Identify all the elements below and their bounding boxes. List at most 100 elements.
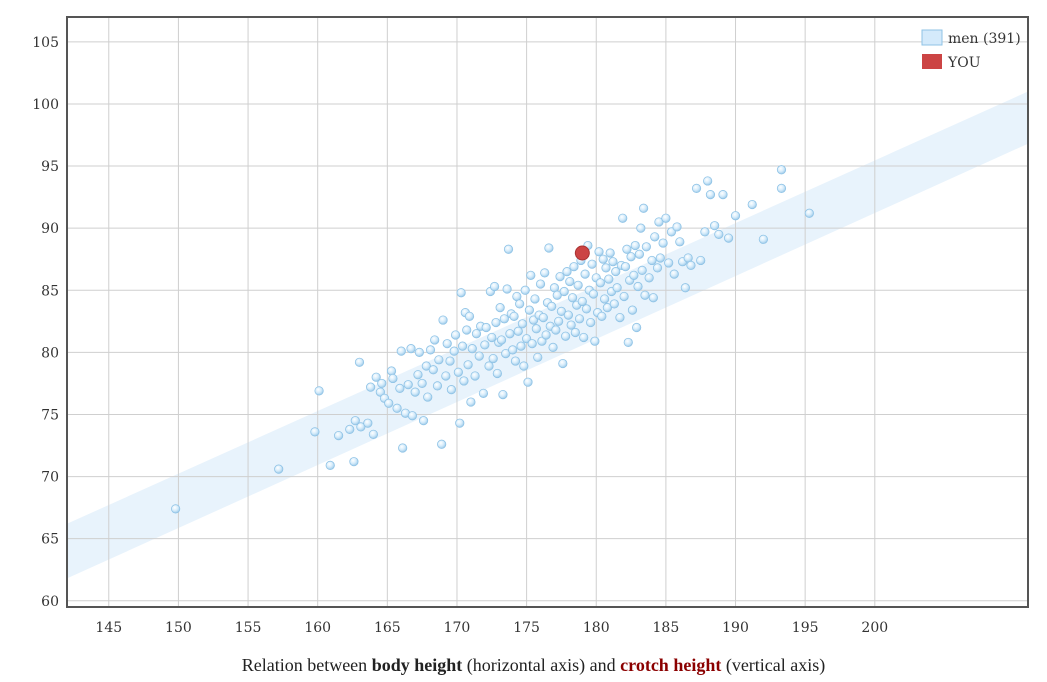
men-data-point	[474, 351, 484, 361]
men-data-point	[554, 316, 564, 326]
men-data-point	[388, 373, 398, 384]
men-data-point	[595, 278, 606, 288]
you-data-point	[574, 245, 590, 261]
men-data-point	[354, 357, 365, 367]
men-data-point	[449, 346, 459, 356]
men-data-point	[594, 247, 604, 257]
y-tick-label: 65	[41, 532, 59, 548]
men-data-point	[418, 416, 429, 426]
men-data-point	[513, 326, 523, 336]
men-data-point	[446, 385, 456, 395]
men-data-point	[487, 332, 497, 343]
men-data-point	[425, 345, 436, 355]
men-data-point	[686, 260, 696, 271]
men-data-point	[349, 457, 359, 467]
men-data-point	[555, 271, 565, 282]
men-data-point	[417, 378, 427, 389]
men-data-point	[586, 317, 596, 328]
men-data-point	[489, 281, 500, 292]
men-data-point	[480, 340, 490, 350]
men-data-point	[804, 208, 814, 218]
men-data-point	[414, 347, 424, 357]
x-tick-label: 145	[95, 620, 122, 636]
men-data-point	[428, 365, 438, 375]
men-data-point	[567, 293, 578, 303]
men-data-point	[619, 291, 629, 302]
men-data-point	[171, 504, 181, 514]
data-points	[171, 165, 814, 514]
men-data-point	[345, 424, 355, 434]
men-data-point	[587, 259, 597, 269]
men-data-point	[470, 371, 480, 381]
caption-part2: (horizontal axis) and	[462, 655, 621, 675]
men-data-point	[661, 213, 671, 223]
men-data-point	[471, 329, 482, 339]
caption-bold-body-height: body height	[371, 655, 463, 675]
men-data-point	[574, 314, 585, 324]
men-data-point	[463, 360, 473, 370]
y-tick-label: 80	[41, 345, 59, 361]
men-data-point	[274, 464, 284, 474]
men-data-point	[680, 283, 690, 293]
men-data-point	[556, 306, 567, 316]
men-data-point	[398, 443, 408, 453]
men-data-point	[718, 190, 728, 200]
x-tick-label: 200	[861, 620, 888, 636]
men-data-point	[537, 336, 547, 346]
men-data-point	[776, 165, 787, 175]
men-data-point	[501, 349, 511, 359]
men-data-point	[450, 330, 461, 340]
men-data-point	[632, 322, 642, 333]
men-data-point	[605, 248, 615, 258]
men-data-point	[531, 324, 541, 334]
y-tick-label: 60	[41, 594, 59, 610]
men-data-point	[558, 358, 568, 369]
men-data-point	[502, 284, 512, 294]
men-data-point	[602, 303, 612, 313]
men-data-point	[410, 387, 420, 397]
men-data-point	[384, 398, 394, 408]
men-data-point	[484, 361, 494, 371]
men-data-point	[455, 418, 465, 428]
men-data-point	[615, 312, 625, 323]
men-data-point	[618, 213, 628, 223]
men-data-point	[413, 370, 423, 380]
men-data-point	[648, 293, 658, 303]
men-data-point	[464, 311, 475, 321]
grid-lines	[67, 17, 1028, 607]
men-data-point	[356, 422, 366, 432]
x-tick-label: 170	[444, 620, 471, 636]
y-tick-label: 70	[41, 470, 59, 486]
men-data-point	[710, 221, 720, 231]
plot-frame	[66, 16, 1029, 608]
men-data-point	[541, 330, 551, 340]
men-data-point	[758, 234, 768, 244]
men-data-point	[705, 190, 716, 200]
men-data-point	[396, 346, 406, 356]
men-data-point	[510, 356, 521, 366]
men-data-point	[641, 242, 651, 252]
x-tick-label: 175	[513, 620, 540, 636]
men-data-point	[573, 280, 583, 290]
men-data-point	[563, 310, 573, 320]
men-data-point	[608, 257, 618, 267]
men-data-point	[505, 329, 515, 339]
x-tick-label: 160	[304, 620, 331, 636]
legend: men (391) YOU	[921, 29, 1021, 71]
men-data-point	[551, 325, 561, 335]
men-data-point	[533, 352, 543, 362]
legend-swatch-you	[922, 54, 942, 69]
men-data-point	[478, 388, 489, 398]
men-data-point	[371, 372, 381, 382]
men-data-point	[644, 273, 654, 283]
men-data-point	[637, 265, 647, 275]
x-tick-label: 190	[722, 620, 749, 636]
men-data-point	[524, 305, 534, 315]
men-data-point	[437, 439, 447, 449]
men-data-point	[664, 258, 674, 268]
men-data-point	[538, 312, 548, 323]
men-data-point	[570, 327, 580, 338]
men-data-point	[654, 217, 664, 227]
men-data-point	[495, 303, 505, 313]
men-data-point	[669, 269, 679, 279]
